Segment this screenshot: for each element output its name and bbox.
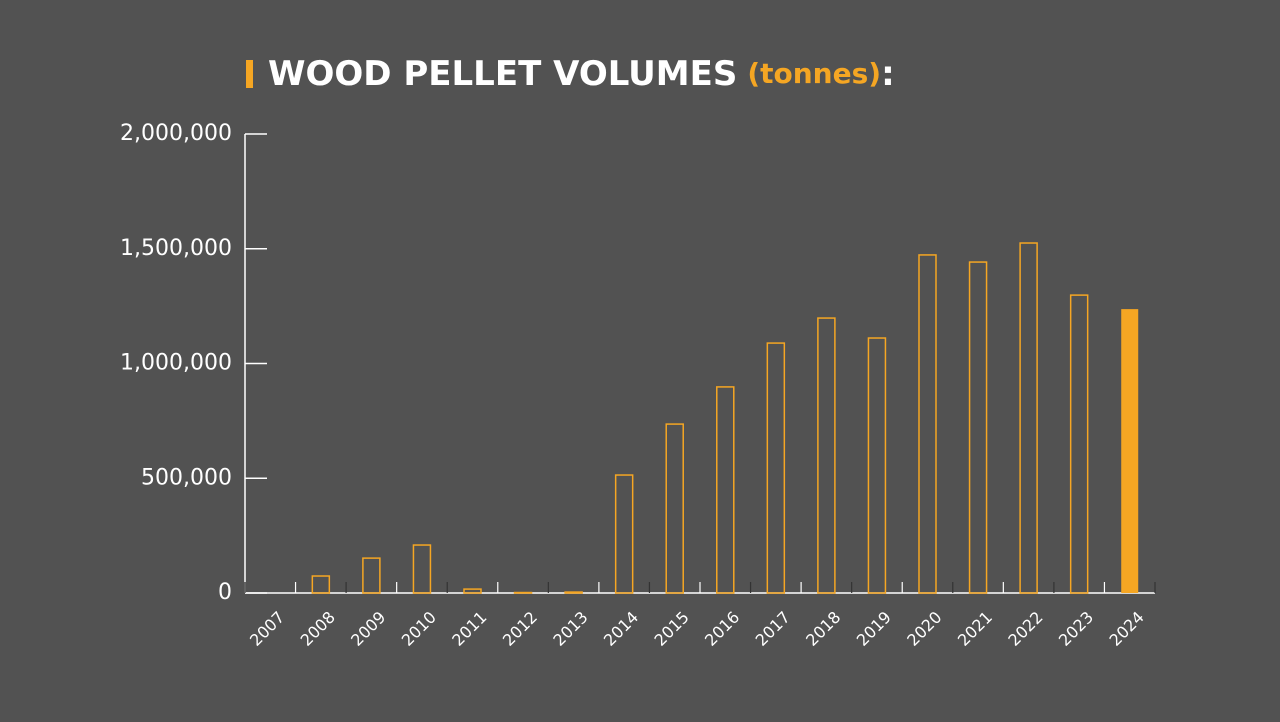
bar [716,386,735,594]
y-tick-label: 500,000 [141,465,232,490]
bar [412,544,432,594]
x-tick-label: 2008 [297,608,339,650]
title-marker [246,60,253,88]
bar [968,261,988,594]
bar [817,317,836,594]
x-tick-label: 2021 [954,608,996,650]
x-tick-label: 2017 [752,608,794,650]
bar [1069,294,1089,594]
bar [311,575,331,594]
x-tick-label: 2015 [651,608,693,650]
x-tick-label: 2007 [246,608,288,650]
y-tick-label: 1,500,000 [120,236,232,261]
y-tick-label: 2,000,000 [120,121,232,146]
title-text: WOOD PELLET VOLUMES [268,54,737,94]
x-tick-label: 2012 [499,608,541,650]
x-tick-label: 2009 [347,608,389,650]
y-tick-label: 0 [218,580,232,605]
x-tick-label: 2019 [853,608,895,650]
bar [564,591,583,594]
x-tick-label: 2023 [1055,608,1097,650]
x-tick-label: 2022 [1004,608,1046,650]
bar [614,474,634,594]
bar [665,423,684,594]
x-tick-label: 2010 [398,608,440,650]
x-tick-label: 2020 [903,608,945,650]
x-tick-label: 2013 [549,608,591,650]
title-unit: (tonnes) [747,57,881,90]
bar [362,557,381,594]
bar [463,588,482,594]
bar [918,254,937,594]
bar [766,342,786,594]
x-tick-label: 2024 [1106,608,1148,650]
bar [1121,309,1139,593]
y-tick-label: 1,000,000 [120,351,232,376]
x-tick-label: 2016 [701,608,743,650]
chart-title: WOOD PELLET VOLUMES (tonnes): [268,54,895,94]
x-tick-label: 2014 [600,608,642,650]
bar [867,337,887,594]
title-suffix: : [881,54,895,94]
bar [1019,242,1038,594]
x-tick-label: 2018 [802,608,844,650]
x-tick-label: 2011 [448,608,490,650]
